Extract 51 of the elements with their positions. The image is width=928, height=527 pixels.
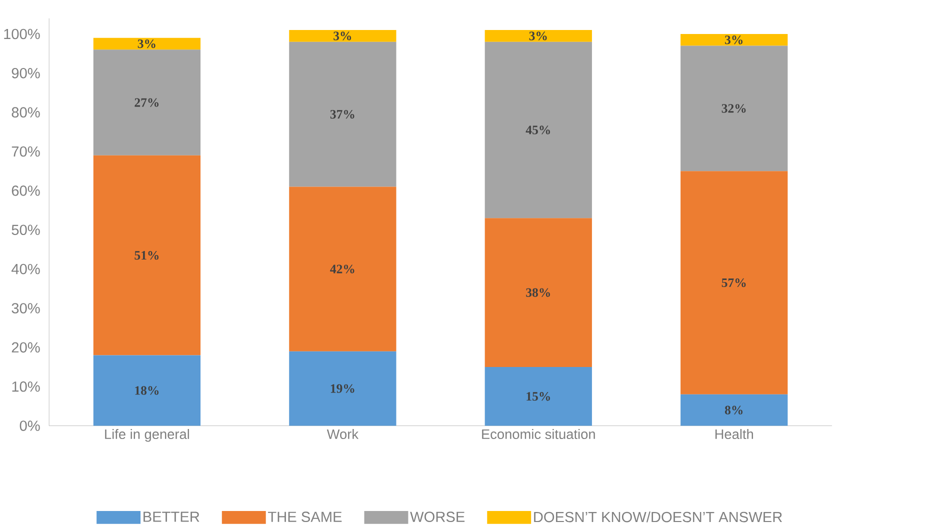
bar xyxy=(289,186,396,352)
y-tick-label: 10% xyxy=(12,381,40,392)
bar xyxy=(484,42,592,218)
data-label: 3% xyxy=(529,31,547,40)
data-label: 37% xyxy=(330,110,354,118)
bar xyxy=(680,34,788,46)
data-label: 3% xyxy=(725,35,742,44)
data-label: 3% xyxy=(334,31,352,40)
bar xyxy=(484,366,592,426)
bar xyxy=(289,42,396,187)
bar xyxy=(680,46,788,171)
bar xyxy=(93,355,201,426)
legend-label: BETTER xyxy=(144,512,200,522)
data-label: 45% xyxy=(526,125,550,134)
bar xyxy=(93,49,201,156)
bar xyxy=(484,30,592,42)
data-label: 38% xyxy=(526,288,550,297)
data-label: 32% xyxy=(722,104,746,113)
data-label: 27% xyxy=(134,98,159,107)
y-tick-label: 40% xyxy=(11,264,40,274)
y-tick-label: 100% xyxy=(4,28,40,39)
data-label: 15% xyxy=(526,392,550,401)
data-label: 42% xyxy=(330,264,354,274)
y-tick-label: 80% xyxy=(12,106,40,118)
legend-label: WORSE xyxy=(410,511,465,522)
y-tick-label: 0% xyxy=(20,420,40,431)
bar xyxy=(680,170,788,394)
data-label: 8% xyxy=(724,406,742,414)
y-tick-label: 90% xyxy=(12,68,40,78)
bar xyxy=(484,218,592,367)
x-tick-label: Work xyxy=(326,428,359,439)
legend-label: THE SAME xyxy=(268,511,342,522)
x-tick-label: Economic situation xyxy=(482,428,595,439)
bar xyxy=(93,155,201,356)
data-label: 18% xyxy=(135,386,159,395)
data-label: 3% xyxy=(138,39,156,48)
data-label: 57% xyxy=(722,278,746,287)
data-label: 19% xyxy=(330,384,354,393)
bar xyxy=(93,38,201,50)
y-tick-label: 30% xyxy=(12,302,40,314)
x-tick-label: Life in general xyxy=(105,428,189,442)
legend-label: DOESN’T KNOW/DOESN’T ANSWER xyxy=(534,511,782,522)
y-tick-label: 60% xyxy=(12,185,40,196)
data-label: 51% xyxy=(134,250,159,260)
bar xyxy=(680,394,788,426)
x-tick-label: Health xyxy=(715,428,753,439)
y-tick-label: 70% xyxy=(12,146,40,156)
y-tick-label: 50% xyxy=(12,224,40,235)
y-tick-label: 20% xyxy=(12,342,40,352)
bar xyxy=(289,30,396,42)
bar xyxy=(289,351,396,426)
